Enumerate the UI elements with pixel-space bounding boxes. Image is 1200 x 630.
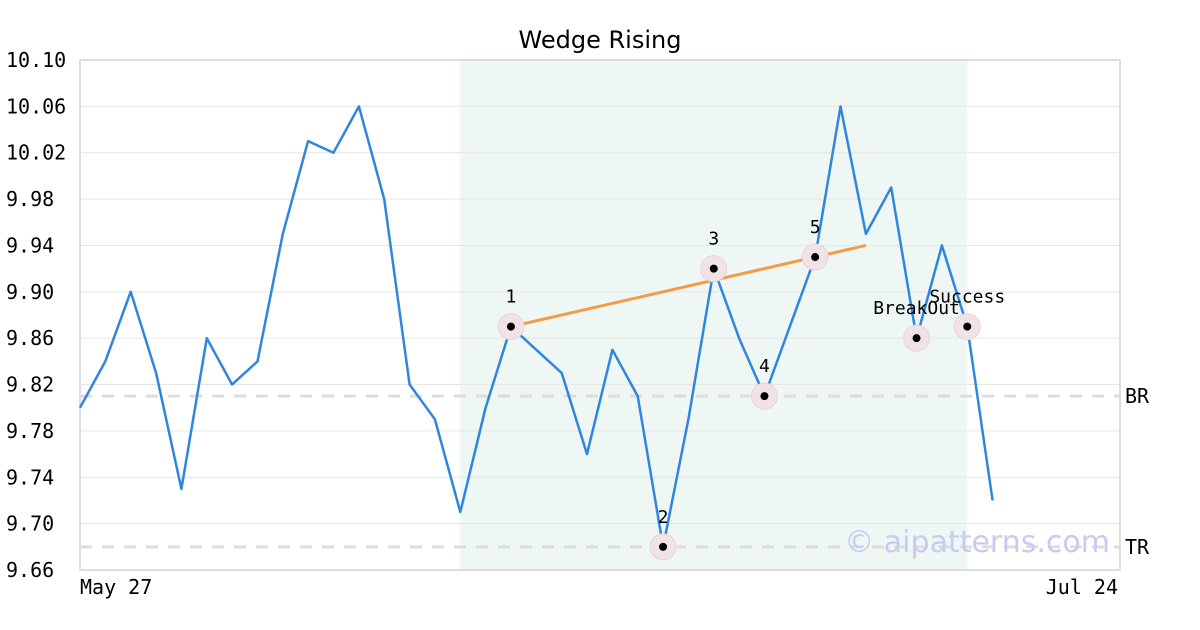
point-label-success: Success — [929, 287, 1005, 308]
point-marker-3 — [709, 264, 718, 273]
y-tick-label: 10.02 — [6, 141, 66, 165]
y-tick-label: 9.74 — [6, 465, 54, 489]
plot-frame — [79, 59, 1121, 571]
y-tick-label: 9.70 — [6, 512, 54, 536]
y-tick-label: 9.90 — [6, 280, 54, 304]
x-tick-label-start: May 27 — [80, 575, 152, 599]
y-tick-label: 9.98 — [6, 187, 54, 211]
point-label-5: 5 — [810, 217, 821, 238]
highlight-region — [460, 60, 968, 570]
point-marker-4 — [760, 392, 769, 401]
y-tick-label: 9.66 — [6, 558, 54, 582]
point-marker-success — [963, 322, 972, 331]
y-tick-label: 10.06 — [6, 94, 66, 118]
point-label-1: 1 — [506, 287, 517, 308]
y-tick-label: 9.82 — [6, 373, 54, 397]
point-label-2: 2 — [658, 507, 669, 528]
price-line — [78, 105, 994, 549]
watermark: © aipatterns.com — [844, 525, 1110, 560]
point-marker-1 — [506, 322, 515, 331]
point-label-4: 4 — [759, 356, 770, 377]
point-marker-2 — [659, 542, 668, 551]
reference-label-tr: TR — [1125, 535, 1150, 559]
y-tick-label: 9.86 — [6, 326, 54, 350]
reference-label-br: BR — [1125, 384, 1150, 408]
point-label-3: 3 — [708, 229, 719, 250]
point-marker-5 — [811, 253, 820, 262]
point-label-breakout: BreakOut — [873, 298, 960, 319]
point-marker-breakout — [912, 334, 921, 343]
y-tick-label: 9.78 — [6, 419, 54, 443]
y-tick-label: 10.10 — [6, 48, 66, 72]
x-tick-label-end: Jul 24 — [1046, 575, 1118, 599]
chart-title: Wedge Rising — [519, 26, 682, 54]
y-tick-label: 9.94 — [6, 233, 54, 257]
